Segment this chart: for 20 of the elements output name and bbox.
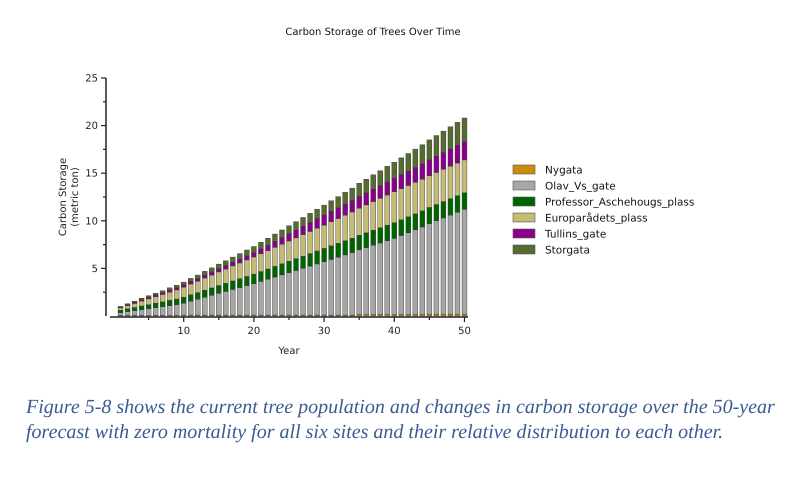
x-tick-label: 40 xyxy=(388,326,401,337)
x-axis-title: Year xyxy=(277,346,300,357)
x-tick-label: 30 xyxy=(318,326,330,337)
x-tick-label: 50 xyxy=(458,326,471,337)
x-tick-label: 20 xyxy=(248,326,260,337)
legend-label: Nygata xyxy=(545,164,583,176)
y-tick-label: 20 xyxy=(85,121,98,132)
y-tick-label: 5 xyxy=(92,264,98,275)
legend-label: Olav_Vs_gate xyxy=(545,180,616,192)
y-tick-label: 15 xyxy=(85,168,98,180)
chart-title: Carbon Storage of Trees Over Time xyxy=(285,27,461,38)
x-tick-label: 10 xyxy=(177,326,190,337)
legend-label: Tullins_gate xyxy=(544,228,606,240)
y-axis-title: Carbon Storage (metric ton) xyxy=(58,158,81,236)
y-tick-label: 10 xyxy=(85,216,98,228)
y-tick-label: 25 xyxy=(85,74,98,84)
caption: Figure 5-8 shows the current tree population and changes in carbon storage over the 50-year forecast with zero mortality for all six sites and their relative distribution to each other. xyxy=(26,395,776,445)
legend-label: Europarådets_plass xyxy=(545,212,648,224)
legend-label: Storgata xyxy=(545,244,590,256)
legend-label: Professor_Aschehougs_plass xyxy=(545,196,694,208)
